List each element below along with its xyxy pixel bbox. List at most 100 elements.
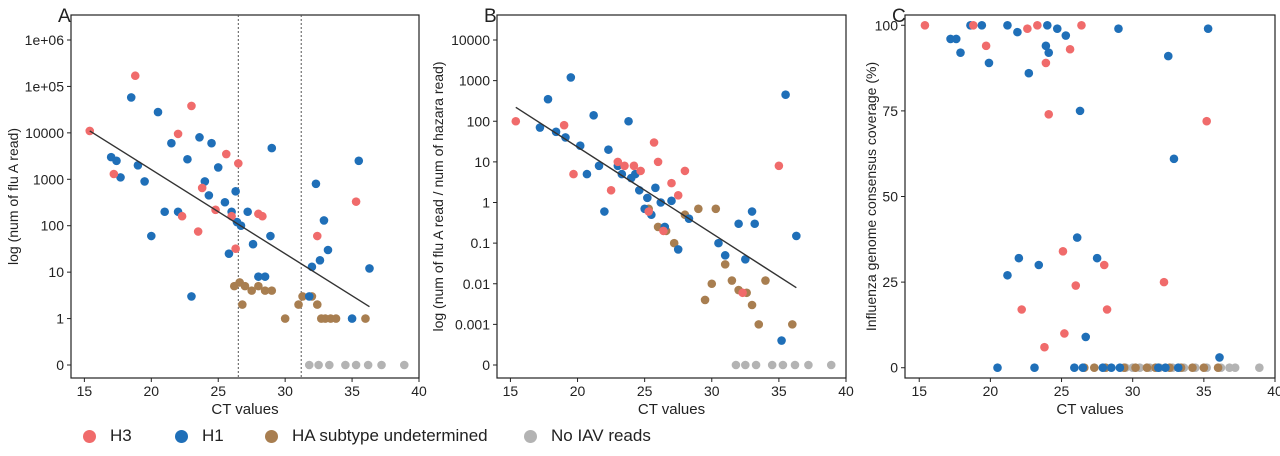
y-tick-label: 25 [882, 274, 898, 290]
point-h1 [112, 156, 121, 166]
y-tick-label: 0.1 [471, 235, 491, 251]
point-h1 [1075, 106, 1085, 116]
y-tick-label: 1000 [459, 73, 490, 89]
point-no [325, 360, 334, 370]
point-h3 [1071, 281, 1081, 290]
point-ha [312, 300, 322, 309]
y-tick-label: 0.01 [463, 276, 490, 292]
point-ha [1131, 363, 1140, 373]
point-h1 [543, 94, 553, 104]
point-h3 [177, 211, 187, 221]
point-h1 [347, 314, 357, 323]
x-tick-label: 20 [144, 383, 160, 399]
point-h1 [1114, 24, 1123, 33]
x-tick-label: 30 [1125, 383, 1141, 399]
point-h1 [566, 73, 576, 82]
point-h1 [323, 245, 333, 255]
legend-marker-h3 [83, 429, 96, 443]
point-h3 [673, 191, 683, 200]
point-h1 [1161, 363, 1170, 373]
x-tick-label: 35 [344, 383, 360, 399]
point-h3 [659, 226, 668, 236]
x-tick-label: 15 [77, 383, 93, 399]
point-h1 [167, 138, 176, 148]
x-tick-label: 40 [411, 383, 427, 399]
point-ha [254, 281, 263, 291]
legend-item-h3: H3 [83, 426, 132, 446]
panel-letter: B [484, 6, 497, 27]
point-h3 [1065, 44, 1075, 54]
y-axis-label: log (num of flu A read) [5, 128, 21, 265]
point-h3 [1102, 305, 1112, 314]
y-tick-label: 1000 [33, 171, 64, 187]
point-h3 [231, 244, 240, 253]
point-h1 [319, 216, 329, 225]
plot-frame [70, 14, 420, 379]
y-tick-label: 10000 [451, 32, 490, 48]
plot-frame [496, 14, 847, 379]
point-h3 [969, 20, 978, 30]
point-ha [1188, 363, 1197, 373]
point-h1 [624, 116, 633, 126]
point-h3 [1060, 329, 1069, 338]
point-h3 [187, 101, 196, 111]
point-ha [238, 300, 247, 309]
point-h3 [1202, 116, 1211, 126]
point-ha [240, 281, 250, 291]
point-h1 [304, 292, 314, 301]
point-h1 [1115, 363, 1125, 373]
point-h1 [1072, 233, 1082, 242]
point-h3 [569, 169, 578, 179]
point-no [741, 360, 750, 370]
point-ha [267, 286, 277, 295]
point-h3 [1017, 305, 1026, 314]
point-h1 [656, 198, 666, 207]
point-h1 [643, 193, 652, 203]
point-h3 [1159, 277, 1169, 287]
point-no [804, 360, 813, 370]
point-no [751, 360, 761, 370]
point-h1 [734, 219, 743, 229]
y-axis-label: log (num of flu A read / num of hazara r… [430, 61, 446, 331]
panel-letter: C [892, 6, 906, 27]
x-tick-label: 20 [983, 383, 999, 399]
panel-a: 15 20 25 30 35 40 0 1 10 100 1000 10000 1e+05 1e+06 CT… [5, 6, 427, 418]
point-h3 [130, 71, 140, 81]
point-no [767, 360, 777, 370]
point-h1 [1030, 363, 1039, 373]
point-ha [761, 276, 770, 285]
point-h1 [1154, 363, 1163, 373]
point-ha [720, 260, 730, 269]
point-h1 [224, 249, 234, 258]
point-h1 [1041, 41, 1051, 51]
point-ha [669, 238, 679, 248]
y-tick-label: 100 [467, 113, 491, 129]
point-h1 [267, 143, 277, 153]
point-h1 [1052, 24, 1062, 33]
point-h3 [1058, 246, 1068, 256]
point-h3 [1040, 342, 1049, 352]
point-h1 [1078, 363, 1088, 373]
point-no [351, 360, 361, 370]
point-ha [280, 314, 290, 323]
point-h1 [1092, 253, 1102, 263]
x-tick-label: 20 [570, 383, 586, 399]
point-h1 [365, 264, 374, 273]
panel-b: 15 20 25 30 35 40 0 0.001 0.01 0.1 1 10 100 1000 10000… [430, 6, 854, 418]
y-tick-label: 10 [48, 264, 64, 280]
x-axis-label: CT values [211, 401, 278, 418]
x-tick-label: 30 [277, 383, 293, 399]
y-tick-label: 0 [56, 357, 64, 373]
point-h3 [227, 211, 236, 221]
point-h1 [720, 251, 730, 260]
x-tick-label: 40 [1267, 383, 1280, 399]
point-h1 [1098, 363, 1108, 373]
legend-label-h1: H1 [202, 426, 224, 445]
point-h3 [1041, 58, 1051, 68]
point-h1 [254, 272, 263, 281]
point-h1 [315, 255, 325, 265]
point-h1 [1034, 260, 1044, 270]
point-h3 [774, 161, 784, 171]
point-h1 [792, 231, 801, 241]
point-h1 [582, 169, 592, 179]
